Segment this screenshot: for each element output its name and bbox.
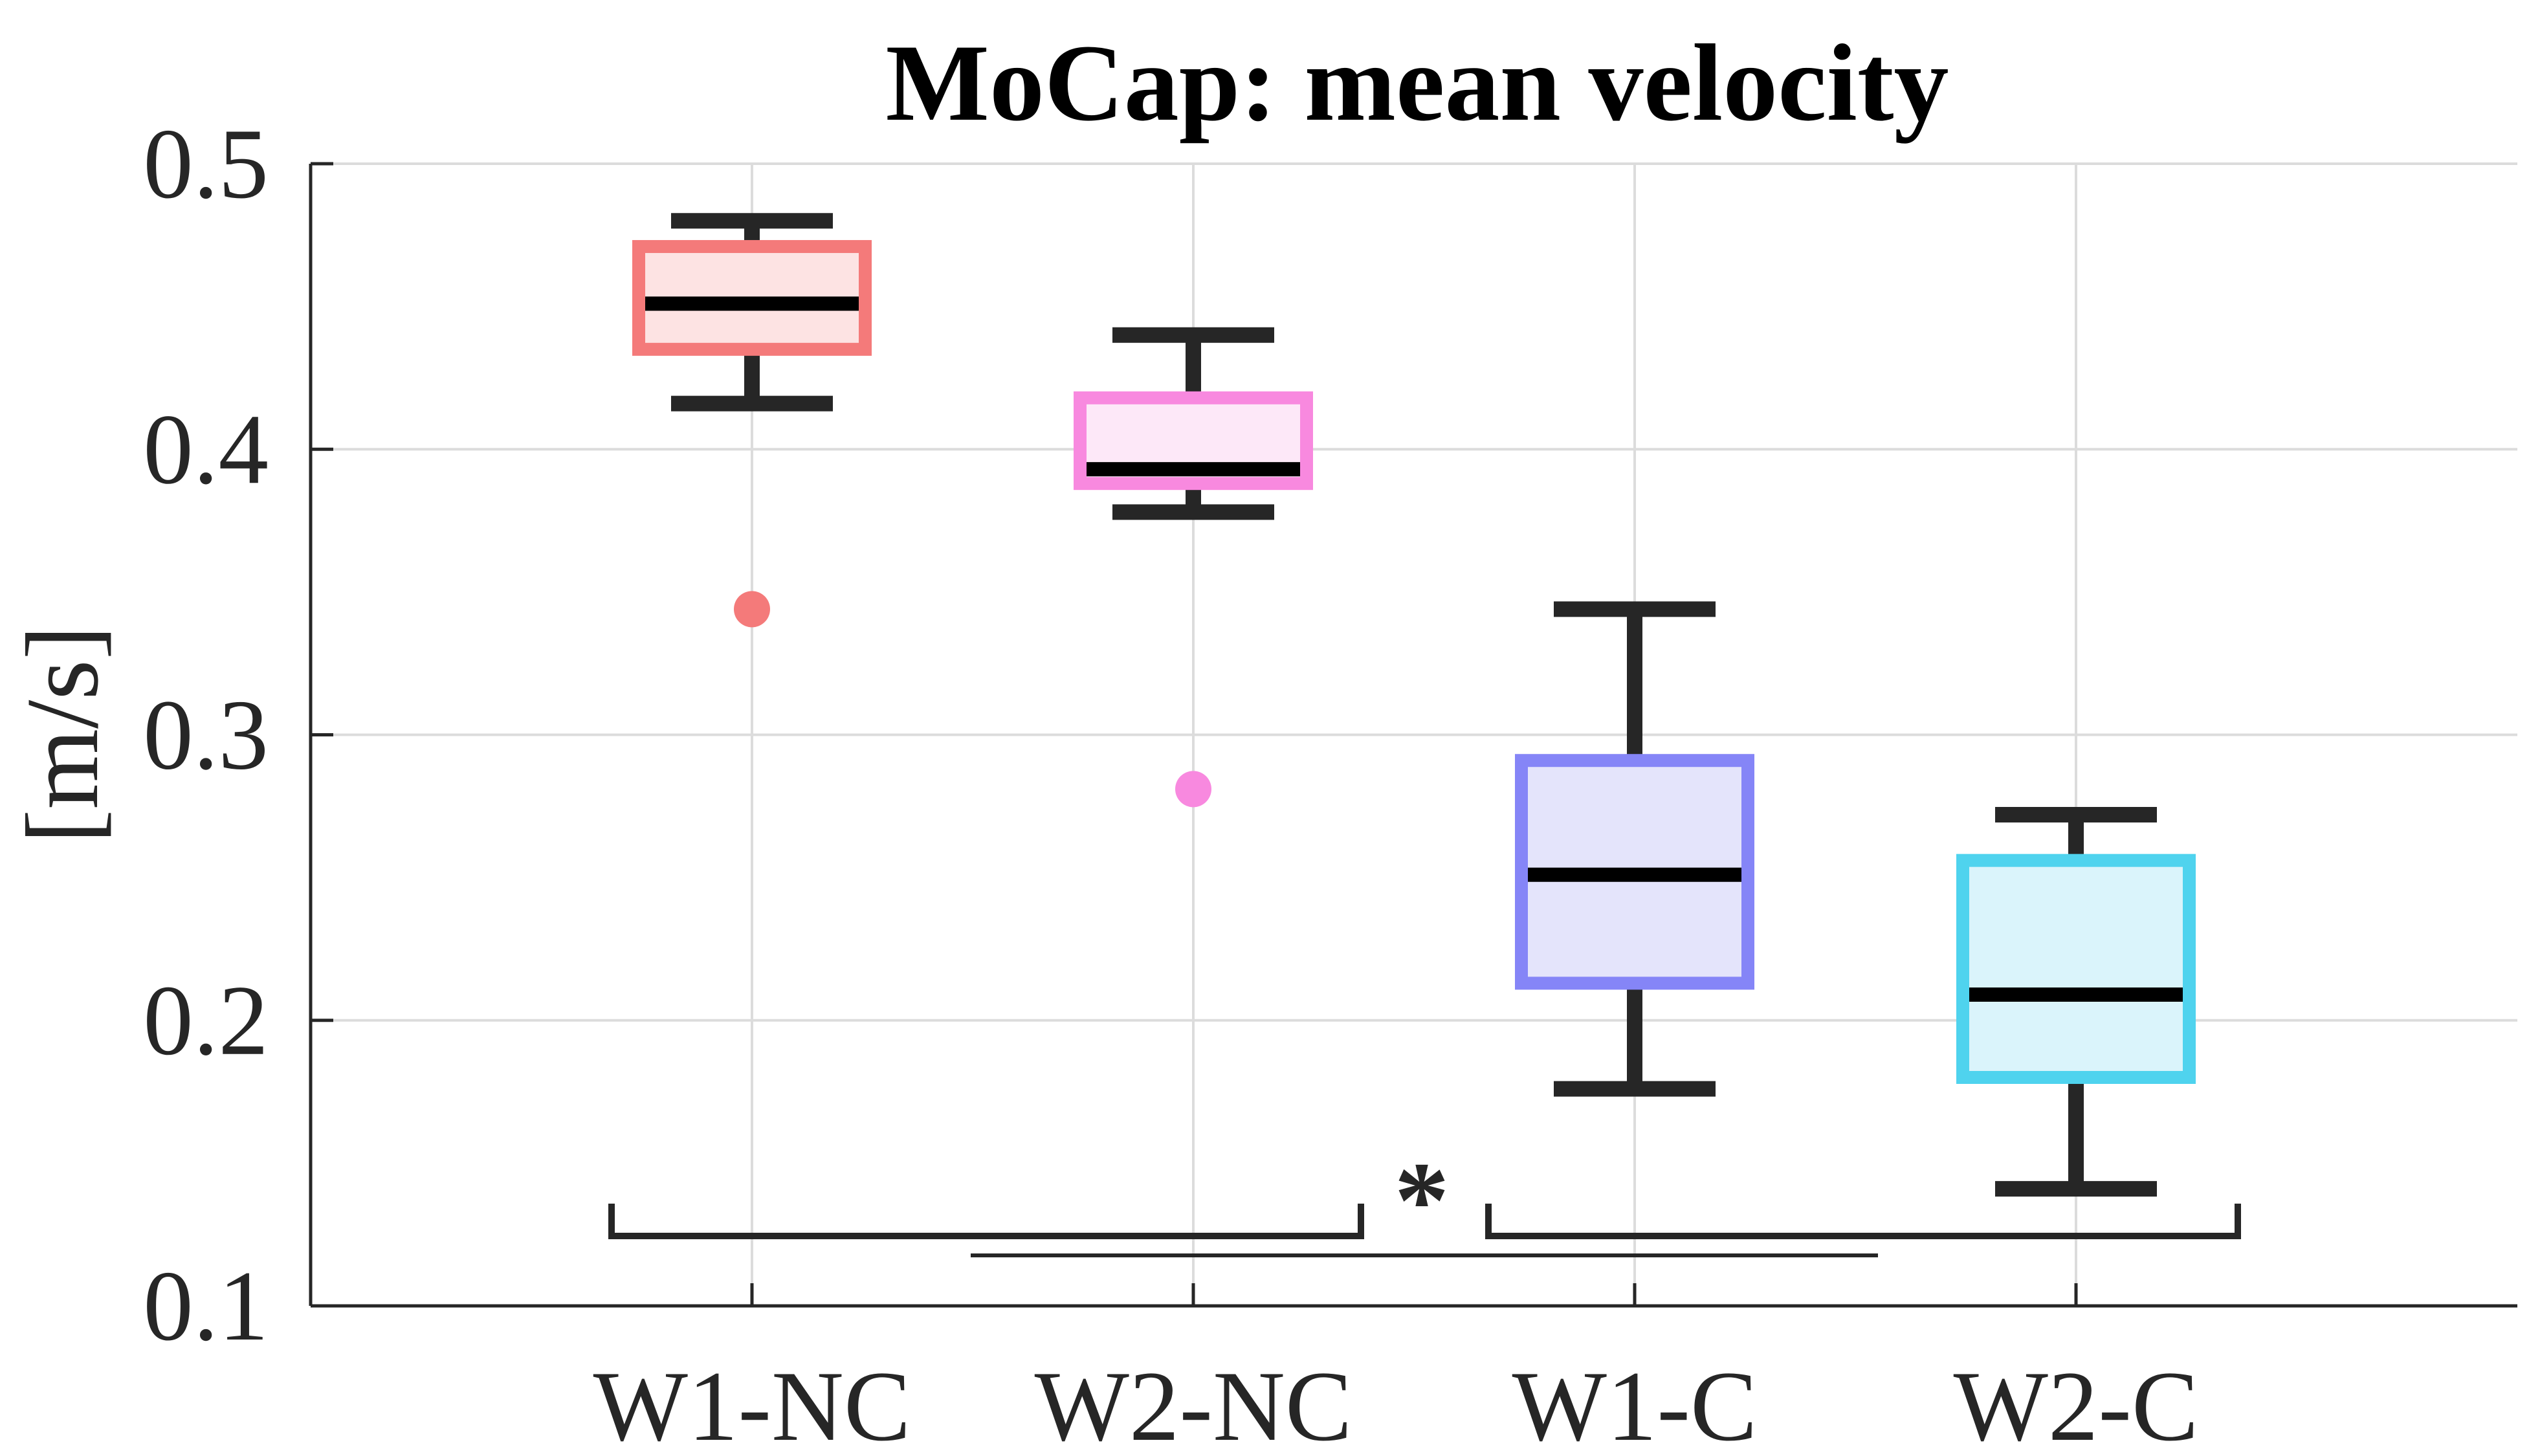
axes: 0.1 0.2 0.3 0.4 0.5 W1-NC W2-NC W1-C W2-C bbox=[143, 108, 2517, 1456]
x-tick-label: W1-C bbox=[1512, 1351, 1758, 1456]
box-group bbox=[1515, 601, 1754, 1097]
x-tick-label: W1-NC bbox=[593, 1351, 911, 1456]
y-axis-label: [m/s] bbox=[5, 625, 120, 844]
boxes bbox=[632, 213, 2196, 1197]
x-tick-label: W2-C bbox=[1954, 1351, 2199, 1456]
y-tick-label: 0.4 bbox=[143, 393, 269, 505]
outlier-point bbox=[734, 591, 770, 628]
significance-annotation: * bbox=[608, 1140, 2241, 1261]
y-tick-label: 0.1 bbox=[143, 1250, 269, 1362]
x-tick-label: W2-NC bbox=[1035, 1351, 1353, 1456]
box-group bbox=[1956, 807, 2196, 1197]
chart-title: MoCap: mean velocity bbox=[886, 22, 1949, 144]
right-group-bracket bbox=[1485, 1204, 2241, 1239]
y-tick-label: 0.5 bbox=[143, 108, 269, 219]
y-tick-label: 0.2 bbox=[143, 965, 269, 1076]
box-group bbox=[1074, 327, 1313, 808]
left-group-bracket bbox=[608, 1204, 1364, 1239]
significance-star: * bbox=[1395, 1140, 1450, 1261]
outlier-point bbox=[1175, 771, 1211, 808]
box-iqr bbox=[1956, 854, 2196, 1085]
y-tick-label: 0.3 bbox=[143, 679, 269, 791]
box-group bbox=[632, 213, 872, 628]
